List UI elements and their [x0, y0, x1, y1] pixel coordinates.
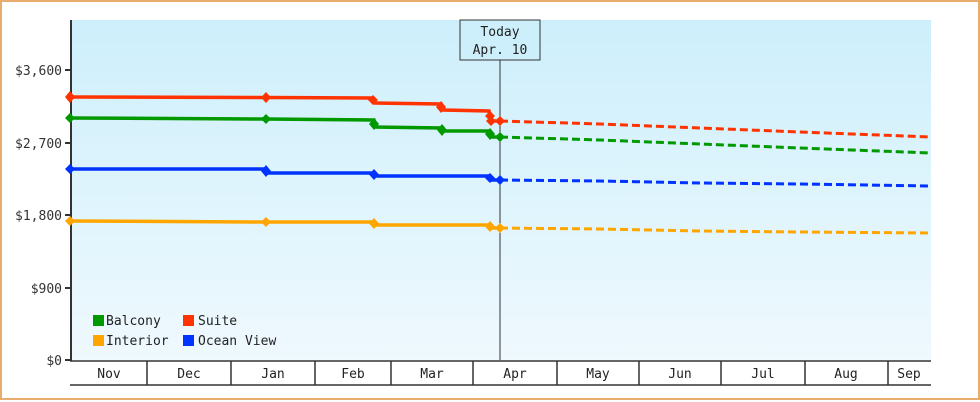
legend-label: Balcony [106, 314, 161, 329]
legend-item-interior[interactable]: Interior [93, 334, 169, 349]
today-label: Today [480, 25, 519, 40]
legend-item-suite[interactable]: Suite [183, 314, 237, 329]
legend-swatch [93, 315, 104, 326]
legend-swatch [93, 335, 104, 346]
y-tick-label: $1,800 [15, 209, 62, 224]
y-tick-label: $2,700 [15, 137, 62, 152]
legend-label: Ocean View [198, 334, 276, 349]
legend-label: Suite [198, 314, 237, 329]
y-tick-label: $900 [31, 282, 62, 297]
x-tick-label: Feb [341, 367, 365, 382]
legend-swatch [183, 315, 194, 326]
x-tick-label: Aug [834, 367, 857, 382]
x-tick-label: Jul [751, 367, 774, 382]
legend-label: Interior [106, 334, 169, 349]
x-tick-label: Sep [897, 367, 921, 382]
x-tick-label: Mar [420, 367, 444, 382]
y-tick-label: $0 [46, 354, 62, 369]
x-tick-label: Apr [503, 367, 527, 382]
x-tick-label: Nov [97, 367, 121, 382]
legend-swatch [183, 335, 194, 346]
series-balcony [65, 113, 932, 155]
x-axis [70, 360, 931, 386]
legend: Balcony Suite Interior Ocean View [93, 314, 276, 349]
x-tick-label: May [586, 367, 610, 382]
today-callout: Today Apr. 10 [459, 19, 541, 61]
legend-item-balcony[interactable]: Balcony [93, 314, 161, 329]
x-tick-label: Jun [668, 367, 691, 382]
y-tick-label: $3,600 [15, 64, 62, 79]
series-ocean-view [65, 164, 932, 188]
x-tick-labels: Nov Dec Jan Feb Mar Apr May Jun Jul Aug … [97, 367, 921, 382]
today-date: Apr. 10 [473, 43, 528, 58]
plot-area [71, 20, 931, 360]
x-tick-label: Dec [177, 367, 200, 382]
legend-item-ocean-view[interactable]: Ocean View [183, 334, 276, 349]
series-interior [65, 216, 932, 235]
x-tick-label: Jan [261, 367, 284, 382]
y-ticks: $3,600 $2,700 $1,800 $900 $0 [15, 64, 71, 369]
series-suite [65, 91, 932, 139]
